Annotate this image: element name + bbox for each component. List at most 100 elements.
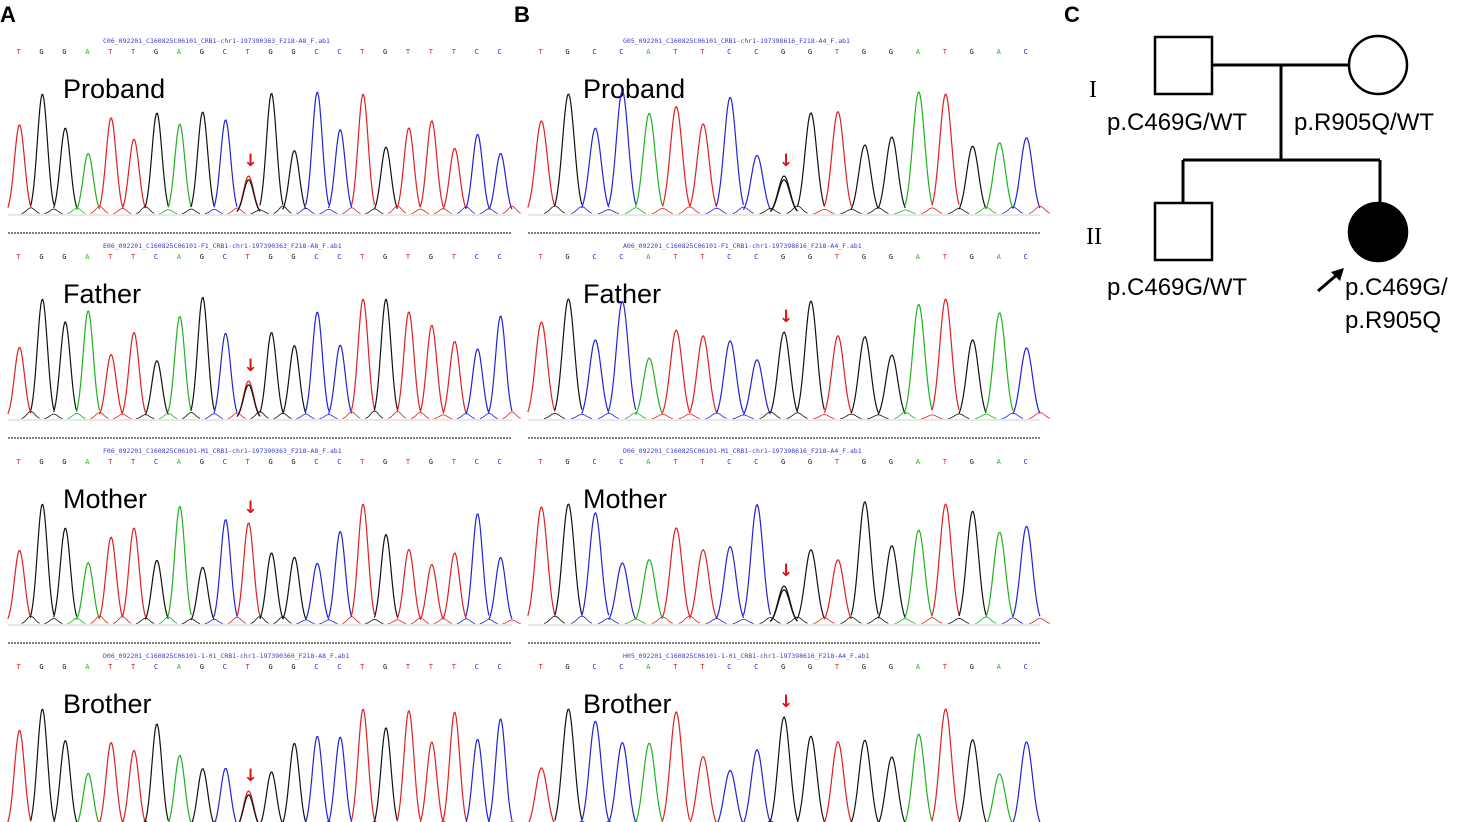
- base-call: G: [291, 663, 295, 671]
- trace-peak: [145, 361, 168, 415]
- trace-peak: [824, 742, 851, 822]
- trace-peak: [528, 507, 555, 616]
- trace-filename: D06_092201_C160825C06101-1-01_CRB1-chr1-…: [103, 652, 350, 660]
- base-call: G: [39, 253, 43, 261]
- trace-peak: [489, 154, 512, 210]
- trace-noise: [948, 618, 969, 623]
- base-call: G: [862, 48, 866, 56]
- trace-noise: [787, 413, 808, 419]
- trace-peak: [636, 560, 663, 620]
- base-call: C: [619, 48, 623, 56]
- trace-noise: [814, 415, 835, 419]
- trace-noise: [598, 210, 619, 214]
- base-call: C: [223, 48, 227, 56]
- base-call: C: [619, 458, 623, 466]
- base-call: T: [406, 253, 411, 261]
- base-call: C: [223, 253, 227, 261]
- trace-peak: [743, 360, 770, 415]
- trace-peak: [329, 130, 352, 208]
- trace-noise: [760, 618, 781, 624]
- base-call: C: [754, 253, 758, 261]
- trace-peak: [397, 128, 420, 208]
- base-call: G: [269, 458, 273, 466]
- base-call: A: [177, 253, 182, 261]
- trace-peak: [374, 300, 397, 411]
- trace-noise: [544, 206, 565, 213]
- trace-noise: [45, 414, 63, 419]
- panel-a-letter: A: [0, 2, 16, 27]
- trace-noise: [1029, 619, 1050, 624]
- base-call: G: [889, 48, 893, 56]
- base-call: G: [781, 253, 785, 261]
- base-call: G: [200, 48, 204, 56]
- base-call: T: [539, 458, 544, 466]
- mutation-arrow-icon: ↓: [244, 356, 258, 376]
- trace-peak: [582, 128, 609, 208]
- trace-filename: C06_092201_C160825C06101_CRB1-chr1-19739…: [103, 37, 330, 45]
- trace-noise: [342, 617, 360, 624]
- trace-filename: E06_092201_C160825C06101-F1_CRB1-chr1-19…: [103, 242, 342, 250]
- trace-peak: [31, 709, 54, 820]
- base-call: C: [592, 663, 596, 671]
- base-call: G: [781, 663, 785, 671]
- base-call: T: [360, 48, 365, 56]
- trace-peak: [797, 113, 824, 207]
- trace-noise: [571, 616, 592, 623]
- base-call: C: [223, 663, 227, 671]
- panel-a: A C06_092201_C160825C06101_CRB1-chr1-197…: [0, 2, 521, 822]
- base-call: G: [62, 48, 66, 56]
- trace-noise: [320, 415, 338, 419]
- trace-peak: [145, 561, 168, 620]
- member-label: Father: [63, 279, 141, 309]
- base-call: C: [754, 48, 758, 56]
- base-call: T: [246, 458, 251, 466]
- trace-noise: [434, 415, 452, 419]
- trace-peak: [122, 528, 145, 617]
- base-call: T: [131, 458, 136, 466]
- base-call: T: [700, 458, 705, 466]
- trace-peak: [528, 768, 555, 822]
- base-call: A: [997, 663, 1002, 671]
- mutation-arrow-icon: ↓: [244, 498, 258, 518]
- track-brother: H05_092201_C160825C06101-1-01_CRB1-chr1-…: [528, 652, 1050, 822]
- base-call: G: [565, 663, 569, 671]
- trace-peak: [100, 355, 123, 415]
- trace-peak: [770, 717, 797, 821]
- base-call: C: [1024, 663, 1028, 671]
- trace-peak: [8, 348, 31, 414]
- trace-peak: [717, 341, 744, 414]
- trace-filename: D06_092201_C160825C06101-M1_CRB1-chr1-19…: [623, 447, 862, 455]
- base-call: C: [1024, 253, 1028, 261]
- trace-peak: [609, 563, 636, 620]
- trace-filename: G05_092201_C160825C06101_CRB1-chr1-19739…: [623, 37, 850, 45]
- trace-noise: [342, 208, 360, 214]
- trace-peak: [770, 332, 797, 413]
- trace-peak: [959, 340, 986, 413]
- base-call: A: [177, 663, 182, 671]
- trace-peak: [905, 734, 932, 822]
- trace-peak: [145, 724, 168, 821]
- base-call: T: [108, 663, 113, 671]
- trace-peak: [420, 326, 443, 413]
- trace-peak-secondary: [770, 590, 797, 622]
- trace-peak: [743, 156, 770, 210]
- base-call: C: [337, 48, 341, 56]
- trace-filename: F06_092201_C160825C06101-M1_CRB1-chr1-19…: [103, 447, 342, 455]
- base-call: G: [62, 663, 66, 671]
- trace-peak: [905, 305, 932, 411]
- base-call: G: [291, 48, 295, 56]
- base-call: G: [39, 458, 43, 466]
- trace-noise: [894, 210, 915, 214]
- trace-noise: [948, 208, 969, 213]
- base-call: G: [565, 48, 569, 56]
- base-call: G: [781, 48, 785, 56]
- trace-peak-secondary: [237, 180, 260, 212]
- trace-noise: [182, 209, 200, 214]
- base-call: T: [246, 48, 251, 56]
- base-call: T: [943, 253, 948, 261]
- track-mother: D06_092201_C160825C06101-M1_CRB1-chr1-19…: [528, 447, 1050, 643]
- trace-noise: [679, 414, 700, 419]
- mutation-arrow-icon: ↓: [779, 692, 793, 712]
- base-call: C: [727, 253, 731, 261]
- base-call: T: [131, 253, 136, 261]
